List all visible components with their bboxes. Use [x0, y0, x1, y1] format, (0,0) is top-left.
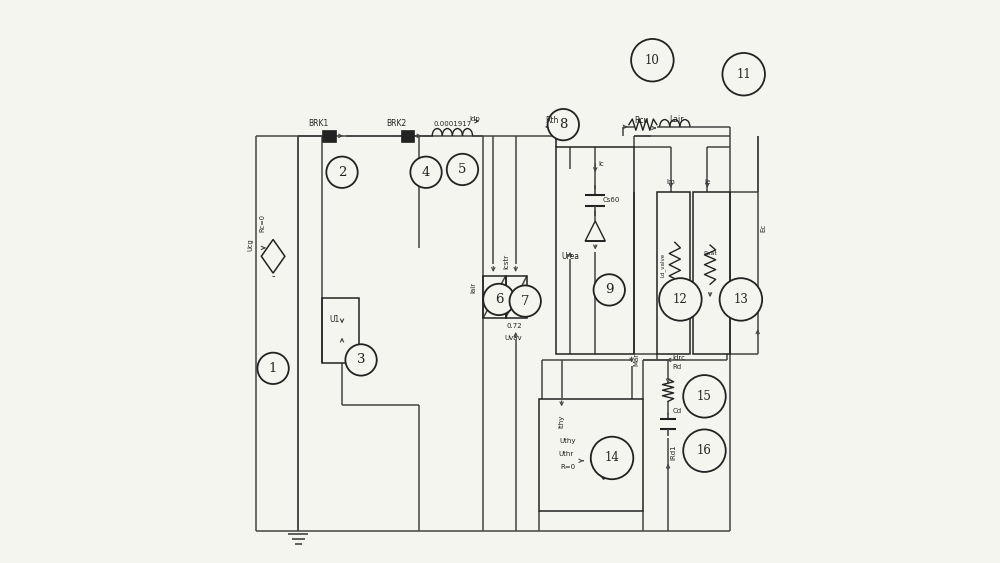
- Text: 14: 14: [605, 452, 619, 464]
- Bar: [322, 129, 336, 142]
- Circle shape: [683, 430, 726, 472]
- Bar: [556, 147, 634, 354]
- Circle shape: [345, 344, 377, 376]
- Text: Uvav: Uvav: [505, 334, 522, 341]
- Text: Rd: Rd: [672, 364, 682, 370]
- Text: 15: 15: [697, 390, 712, 403]
- Text: 2: 2: [338, 166, 346, 179]
- Text: Uthr: Uthr: [559, 451, 574, 457]
- Text: BRK2: BRK2: [386, 119, 407, 128]
- Text: 10: 10: [645, 53, 660, 66]
- Text: Ie: Ie: [704, 179, 710, 185]
- Text: BRK1: BRK1: [308, 119, 328, 128]
- Text: Ld_valve: Ld_valve: [660, 253, 665, 277]
- Circle shape: [326, 157, 358, 188]
- Text: 5: 5: [458, 163, 467, 176]
- Bar: [322, 298, 359, 363]
- Circle shape: [631, 39, 674, 82]
- Bar: [693, 192, 730, 354]
- Text: Rcu: Rcu: [634, 115, 648, 124]
- Text: Rth: Rth: [545, 115, 558, 124]
- Text: 9: 9: [605, 283, 613, 296]
- Text: 0.72: 0.72: [506, 323, 522, 329]
- Text: 13: 13: [733, 293, 748, 306]
- Circle shape: [510, 285, 541, 317]
- Circle shape: [591, 437, 633, 479]
- Text: 0.0001917: 0.0001917: [433, 120, 472, 127]
- Bar: [506, 276, 527, 318]
- Circle shape: [447, 154, 478, 185]
- Circle shape: [257, 352, 289, 384]
- Text: Ic: Ic: [598, 161, 604, 167]
- Text: 12: 12: [673, 293, 688, 306]
- Text: Iair: Iair: [470, 282, 476, 293]
- Circle shape: [594, 274, 625, 306]
- Text: Rc=0: Rc=0: [259, 214, 265, 232]
- Circle shape: [683, 375, 726, 418]
- Circle shape: [410, 157, 442, 188]
- Text: Idrc: Idrc: [673, 355, 686, 361]
- Text: 4: 4: [422, 166, 430, 179]
- Text: U1: U1: [330, 315, 340, 324]
- Text: Rsat: Rsat: [703, 251, 717, 256]
- Text: 7: 7: [521, 294, 529, 307]
- Text: Ithy: Ithy: [559, 415, 565, 428]
- Text: Idp: Idp: [469, 116, 480, 122]
- Circle shape: [659, 278, 702, 321]
- Text: Ucg: Ucg: [248, 239, 254, 252]
- Text: 1: 1: [269, 362, 277, 375]
- Text: IRd1: IRd1: [671, 445, 677, 460]
- Bar: [657, 192, 690, 354]
- Circle shape: [483, 284, 515, 315]
- Text: 11: 11: [736, 68, 751, 81]
- Text: Uthy: Uthy: [559, 438, 576, 444]
- Circle shape: [722, 53, 765, 96]
- Text: 6: 6: [495, 293, 503, 306]
- Text: 3: 3: [357, 354, 365, 367]
- Text: Cs60: Cs60: [602, 197, 620, 203]
- Text: -: -: [271, 271, 275, 281]
- Text: 16: 16: [697, 444, 712, 457]
- Text: Cd: Cd: [672, 409, 682, 414]
- Text: Icstr: Icstr: [504, 254, 510, 270]
- Circle shape: [548, 109, 579, 140]
- Circle shape: [720, 278, 762, 321]
- Bar: [539, 399, 643, 511]
- Bar: [483, 276, 506, 318]
- Text: Lair: Lair: [669, 114, 684, 123]
- Text: Urea: Urea: [561, 252, 579, 261]
- Text: Im: Im: [666, 179, 675, 185]
- Text: Ec: Ec: [760, 224, 766, 233]
- Bar: [401, 129, 414, 142]
- Text: Mar: Mar: [633, 354, 639, 367]
- Text: R=0: R=0: [561, 464, 576, 471]
- Text: 8: 8: [559, 118, 567, 131]
